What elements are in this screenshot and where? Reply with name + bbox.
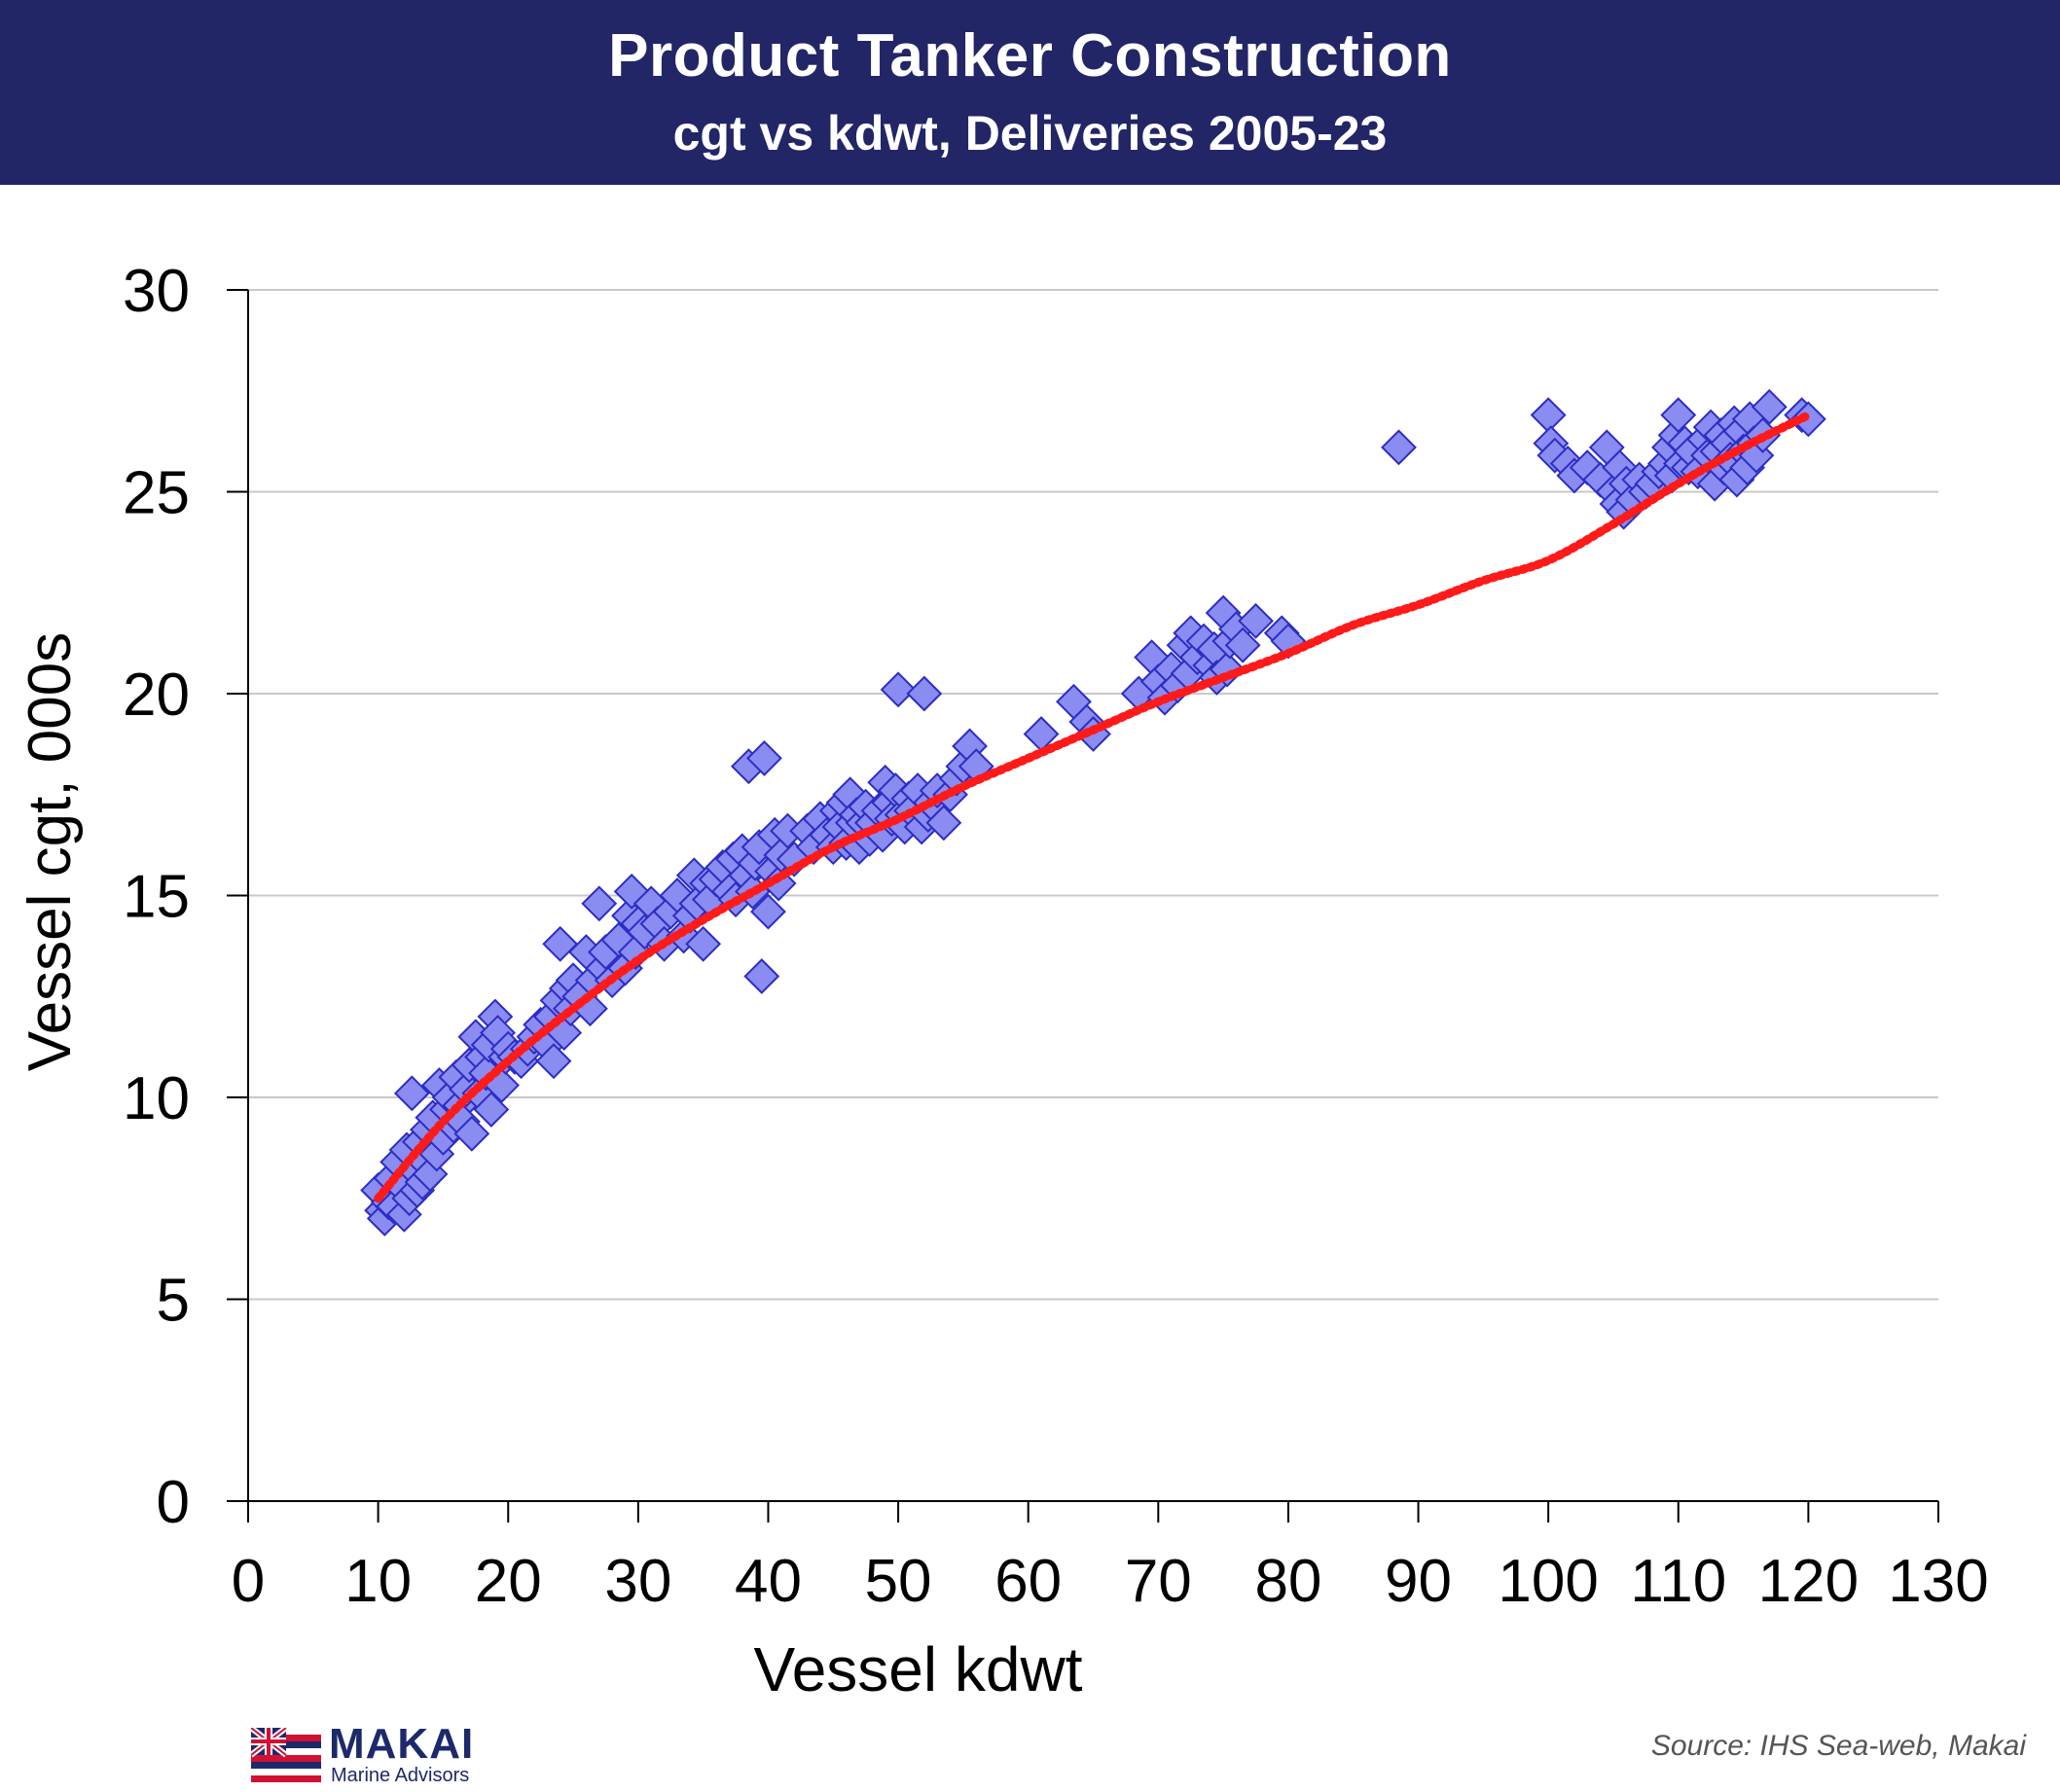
- trend-line: [374, 411, 1813, 1203]
- x-tick-label: 90: [1385, 1548, 1452, 1615]
- title-banner: Product Tanker Construction cgt vs kdwt,…: [0, 0, 2060, 185]
- data-point: [412, 1156, 449, 1193]
- data-point: [760, 865, 797, 902]
- data-point: [925, 805, 962, 842]
- y-axis-label: Vessel cgt, 000s: [17, 632, 84, 1072]
- x-tick-label: 80: [1254, 1548, 1321, 1615]
- data-point: [1381, 429, 1417, 466]
- x-tick-label: 120: [1758, 1548, 1859, 1615]
- y-tick-label: 0: [157, 1469, 190, 1536]
- data-point: [1224, 627, 1261, 663]
- x-tick-label: 100: [1498, 1548, 1598, 1615]
- x-tick-label: 70: [1125, 1548, 1192, 1615]
- y-tick-label: 30: [123, 258, 190, 325]
- data-point: [393, 1075, 430, 1112]
- y-tick-label: 10: [123, 1065, 190, 1132]
- data-point: [880, 671, 917, 708]
- data-point: [535, 1043, 572, 1080]
- data-point: [1530, 397, 1567, 434]
- data-point: [1209, 651, 1246, 688]
- data-point: [685, 925, 722, 962]
- y-tick-label: 25: [123, 460, 190, 527]
- y-tick-label: 5: [157, 1268, 190, 1335]
- x-tick-label: 50: [865, 1548, 932, 1615]
- data-point: [746, 739, 782, 776]
- makai-logo: MAKAI Marine Advisors: [251, 1720, 504, 1788]
- data-point: [473, 1092, 510, 1128]
- x-tick-label: 40: [735, 1548, 802, 1615]
- x-tick-label: 10: [344, 1548, 412, 1615]
- x-tick-label: 30: [604, 1548, 671, 1615]
- x-tick-label: 60: [994, 1548, 1062, 1615]
- x-tick-label: 130: [1888, 1548, 1988, 1615]
- data-point: [750, 893, 786, 930]
- data-point: [1751, 388, 1788, 425]
- x-tick-label: 20: [475, 1548, 542, 1615]
- y-tick-label: 15: [123, 864, 190, 931]
- y-tick-label: 20: [123, 662, 190, 729]
- chart-title: Product Tanker Construction: [608, 22, 1452, 90]
- logo-subtitle: Marine Advisors: [331, 1765, 470, 1786]
- scatter-chart: 0 5 10 15 20 25 30 0 10 20 30 40 50 60 70 80 90 100 110 120…: [17, 258, 1989, 1704]
- hawaii-flag-icon: [251, 1728, 321, 1782]
- data-point: [1238, 602, 1274, 639]
- x-tick-label: 0: [232, 1548, 265, 1615]
- x-axis-label: Vessel kdwt: [754, 1634, 1083, 1704]
- x-tick-label: 110: [1630, 1548, 1726, 1615]
- source-note: Source: IHS Sea-web, Makai: [1650, 1730, 2026, 1762]
- data-point: [1660, 397, 1697, 434]
- chart-subtitle: cgt vs kdwt, Deliveries 2005-23: [672, 106, 1388, 161]
- logo-name: MAKAI: [329, 1720, 475, 1768]
- data-point: [906, 675, 943, 712]
- data-point: [453, 1115, 490, 1152]
- data-point: [743, 958, 780, 994]
- data-point: [542, 925, 579, 962]
- data-point: [581, 885, 618, 922]
